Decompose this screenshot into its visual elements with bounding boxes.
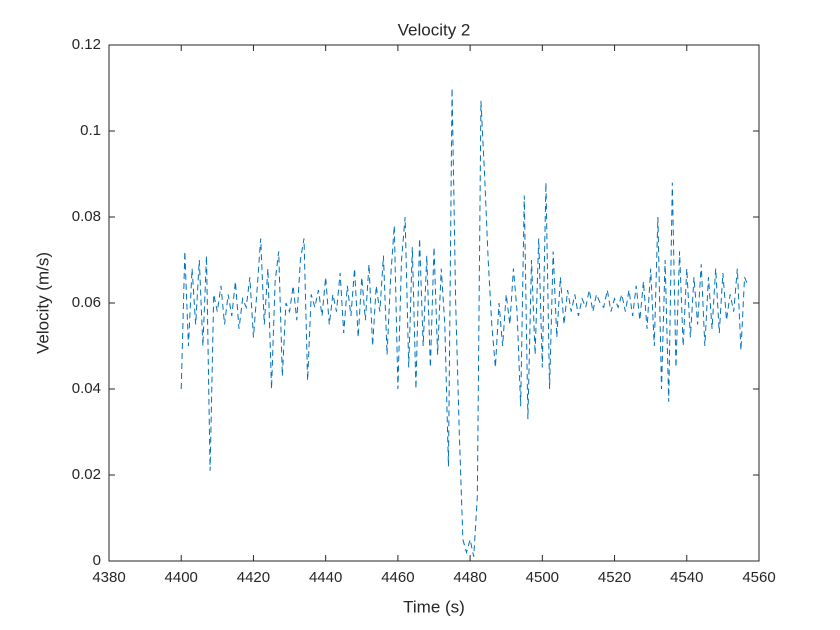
x-tick-label: 4380 — [92, 569, 125, 586]
x-axis-label: Time (s) — [403, 597, 465, 616]
plot-box — [108, 44, 760, 562]
x-tick-label: 4480 — [453, 569, 486, 586]
y-axis-label: Velocity (m/s) — [33, 252, 52, 354]
x-tick-label: 4500 — [526, 569, 559, 586]
x-tick-label: 4440 — [309, 569, 342, 586]
x-tick-label: 4460 — [381, 569, 414, 586]
y-tick-label: 0.1 — [80, 122, 101, 139]
y-tick-label: 0.04 — [72, 380, 101, 397]
x-tick-label: 4520 — [598, 569, 631, 586]
y-tick-label: 0 — [93, 552, 101, 569]
y-tick-label: 0.08 — [72, 208, 101, 225]
x-tick-label: 4400 — [165, 569, 198, 586]
x-tick-label: 4420 — [237, 569, 270, 586]
y-tick-label: 0.06 — [72, 294, 101, 311]
y-tick-label: 0.02 — [72, 466, 101, 483]
x-tick-label: 4560 — [742, 569, 775, 586]
x-tick-label: 4540 — [670, 569, 703, 586]
chart-title: Velocity 2 — [398, 20, 471, 39]
y-tick-label: 0.12 — [72, 36, 101, 53]
